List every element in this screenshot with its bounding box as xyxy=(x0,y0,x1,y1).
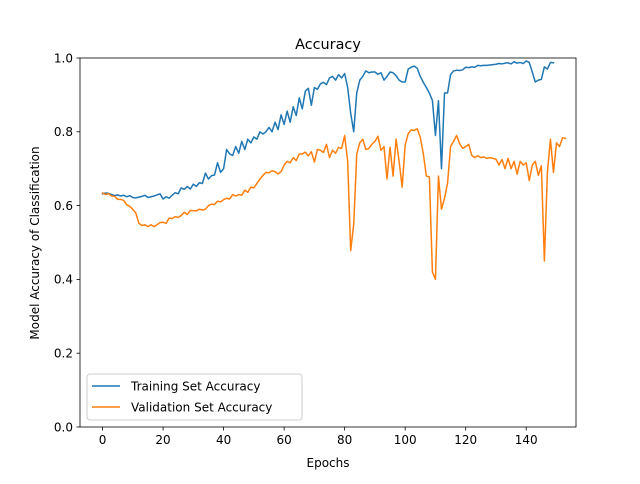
y-tick-label: 0.2 xyxy=(54,347,73,361)
x-tick-label: 60 xyxy=(276,433,291,447)
y-tick-label: 0.0 xyxy=(54,420,73,434)
y-tick-label: 0.8 xyxy=(54,125,73,139)
x-tick-label: 140 xyxy=(515,433,538,447)
x-tick-label: 120 xyxy=(454,433,477,447)
y-axis-label: Model Accuracy of Classification xyxy=(28,146,42,339)
chart-legend: Training Set Accuracy Validation Set Acc… xyxy=(86,373,303,421)
y-axis-ticks: 0.0 0.2 0.4 0.6 0.8 1.0 xyxy=(54,51,80,434)
x-axis-ticks: 0 20 40 60 80 100 120 140 xyxy=(99,427,538,447)
legend-label-training: Training Set Accuracy xyxy=(130,380,260,394)
legend-label-validation: Validation Set Accuracy xyxy=(131,401,272,415)
plot-lines xyxy=(101,60,567,281)
x-tick-label: 40 xyxy=(216,433,231,447)
axes-frame xyxy=(79,57,577,428)
x-axis-label: Epochs xyxy=(307,456,350,470)
y-tick-label: 0.6 xyxy=(54,199,73,213)
series-line-training xyxy=(101,60,555,200)
legend-box xyxy=(86,373,303,421)
y-tick-label: 0.4 xyxy=(54,273,73,287)
series-line-validation xyxy=(101,128,567,281)
axes-border xyxy=(79,57,577,428)
x-tick-label: 80 xyxy=(337,433,352,447)
y-tick-label: 1.0 xyxy=(54,51,73,65)
chart-title: Accuracy xyxy=(295,37,361,53)
x-tick-label: 20 xyxy=(155,433,170,447)
x-tick-label: 0 xyxy=(99,433,107,447)
x-tick-label: 100 xyxy=(394,433,417,447)
